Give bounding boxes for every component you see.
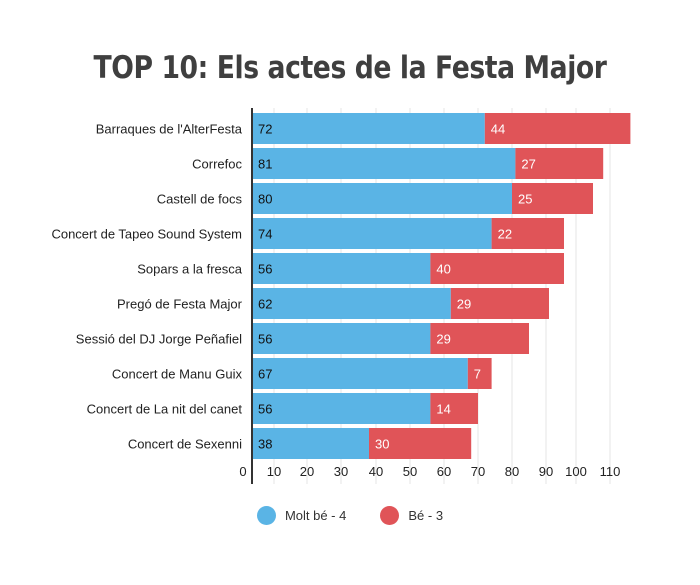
x-tick-label: 90	[539, 464, 553, 479]
data-label-molt-be: 72	[258, 122, 272, 137]
legend: Molt bé - 4 Bé - 3	[0, 506, 700, 525]
category-label: Correfoc	[192, 157, 242, 172]
data-label-be: 25	[518, 192, 532, 207]
legend-swatch-be	[380, 506, 400, 525]
x-tick-label: 70	[471, 464, 485, 479]
legend-label-be: Bé - 3	[408, 508, 444, 523]
category-label: Concert de La nit del canet	[87, 402, 243, 417]
bar-molt-be[interactable]	[252, 253, 431, 284]
bar-molt-be[interactable]	[252, 288, 451, 319]
bar-molt-be[interactable]	[252, 218, 492, 249]
x-tick-label: 20	[300, 464, 314, 479]
bar-molt-be[interactable]	[252, 323, 431, 354]
bar-molt-be[interactable]	[252, 183, 512, 214]
bar-molt-be[interactable]	[252, 358, 468, 389]
bar-molt-be[interactable]	[252, 113, 485, 144]
bar-be[interactable]	[515, 148, 604, 179]
bar-be[interactable]	[430, 393, 478, 424]
data-label-molt-be: 67	[258, 367, 272, 382]
data-label-molt-be: 38	[258, 437, 272, 452]
data-label-molt-be: 56	[258, 332, 272, 347]
category-label: Sessió del DJ Jorge Peñafiel	[76, 332, 242, 347]
bar-be[interactable]	[467, 358, 492, 389]
x-axis-ticks: 0 10 20 30 40 50 60 70 80 90 100 110	[239, 464, 620, 479]
category-label: Barraques de l'AlterFesta	[96, 122, 243, 137]
category-label: Concert de Tapeo Sound System	[51, 227, 242, 242]
x-tick-label: 100	[565, 464, 587, 479]
data-label-be: 14	[436, 402, 450, 417]
category-label: Concert de Manu Guix	[112, 367, 243, 382]
data-label-be: 29	[436, 332, 450, 347]
data-label-molt-be: 56	[258, 262, 272, 277]
data-label-be: 27	[521, 157, 535, 172]
data-label-be: 29	[457, 297, 471, 312]
bar-be[interactable]	[450, 288, 549, 319]
data-label-molt-be: 81	[258, 157, 272, 172]
bars: 72 44 81 27 80 25 74 22 56 40 62 29 56 29 67 7 56 14 38 30	[252, 113, 631, 459]
bar-be[interactable]	[491, 218, 564, 249]
x-tick-label: 0	[239, 464, 246, 479]
bar-be[interactable]	[369, 428, 472, 459]
bar-be[interactable]	[430, 323, 529, 354]
legend-item-be[interactable]: Bé - 3	[380, 506, 443, 525]
data-label-be: 44	[491, 122, 505, 137]
legend-swatch-molt-be	[256, 506, 276, 525]
x-tick-label: 40	[369, 464, 383, 479]
x-tick-label: 50	[403, 464, 417, 479]
category-label: Pregó de Festa Major	[117, 297, 243, 312]
category-label: Sopars a la fresca	[137, 262, 243, 277]
bar-molt-be[interactable]	[252, 148, 516, 179]
data-label-be: 40	[436, 262, 450, 277]
data-label-molt-be: 62	[258, 297, 272, 312]
data-label-be: 22	[498, 227, 512, 242]
bar-be[interactable]	[484, 113, 631, 144]
x-tick-label: 80	[505, 464, 519, 479]
bar-molt-be[interactable]	[252, 428, 369, 459]
category-labels: Barraques de l'AlterFesta Correfoc Castell…	[51, 122, 242, 452]
chart-title: TOP 10: Els actes de la Festa Major	[93, 50, 607, 86]
data-label-be: 30	[375, 437, 389, 452]
x-tick-label: 110	[600, 464, 621, 479]
bar-be[interactable]	[430, 253, 564, 284]
category-label: Concert de Sexenni	[128, 437, 242, 452]
data-label-molt-be: 74	[258, 227, 272, 242]
data-label-molt-be: 80	[258, 192, 272, 207]
x-tick-label: 30	[334, 464, 348, 479]
legend-label-molt-be: Molt bé - 4	[284, 508, 347, 523]
legend-item-molt-be[interactable]: Molt bé - 4	[256, 506, 347, 525]
bar-molt-be[interactable]	[252, 393, 431, 424]
data-label-molt-be: 56	[258, 402, 272, 417]
category-label: Castell de focs	[157, 192, 243, 207]
x-tick-label: 10	[267, 464, 281, 479]
bar-be[interactable]	[512, 183, 593, 214]
x-tick-label: 60	[437, 464, 451, 479]
data-label-be: 7	[474, 367, 481, 382]
